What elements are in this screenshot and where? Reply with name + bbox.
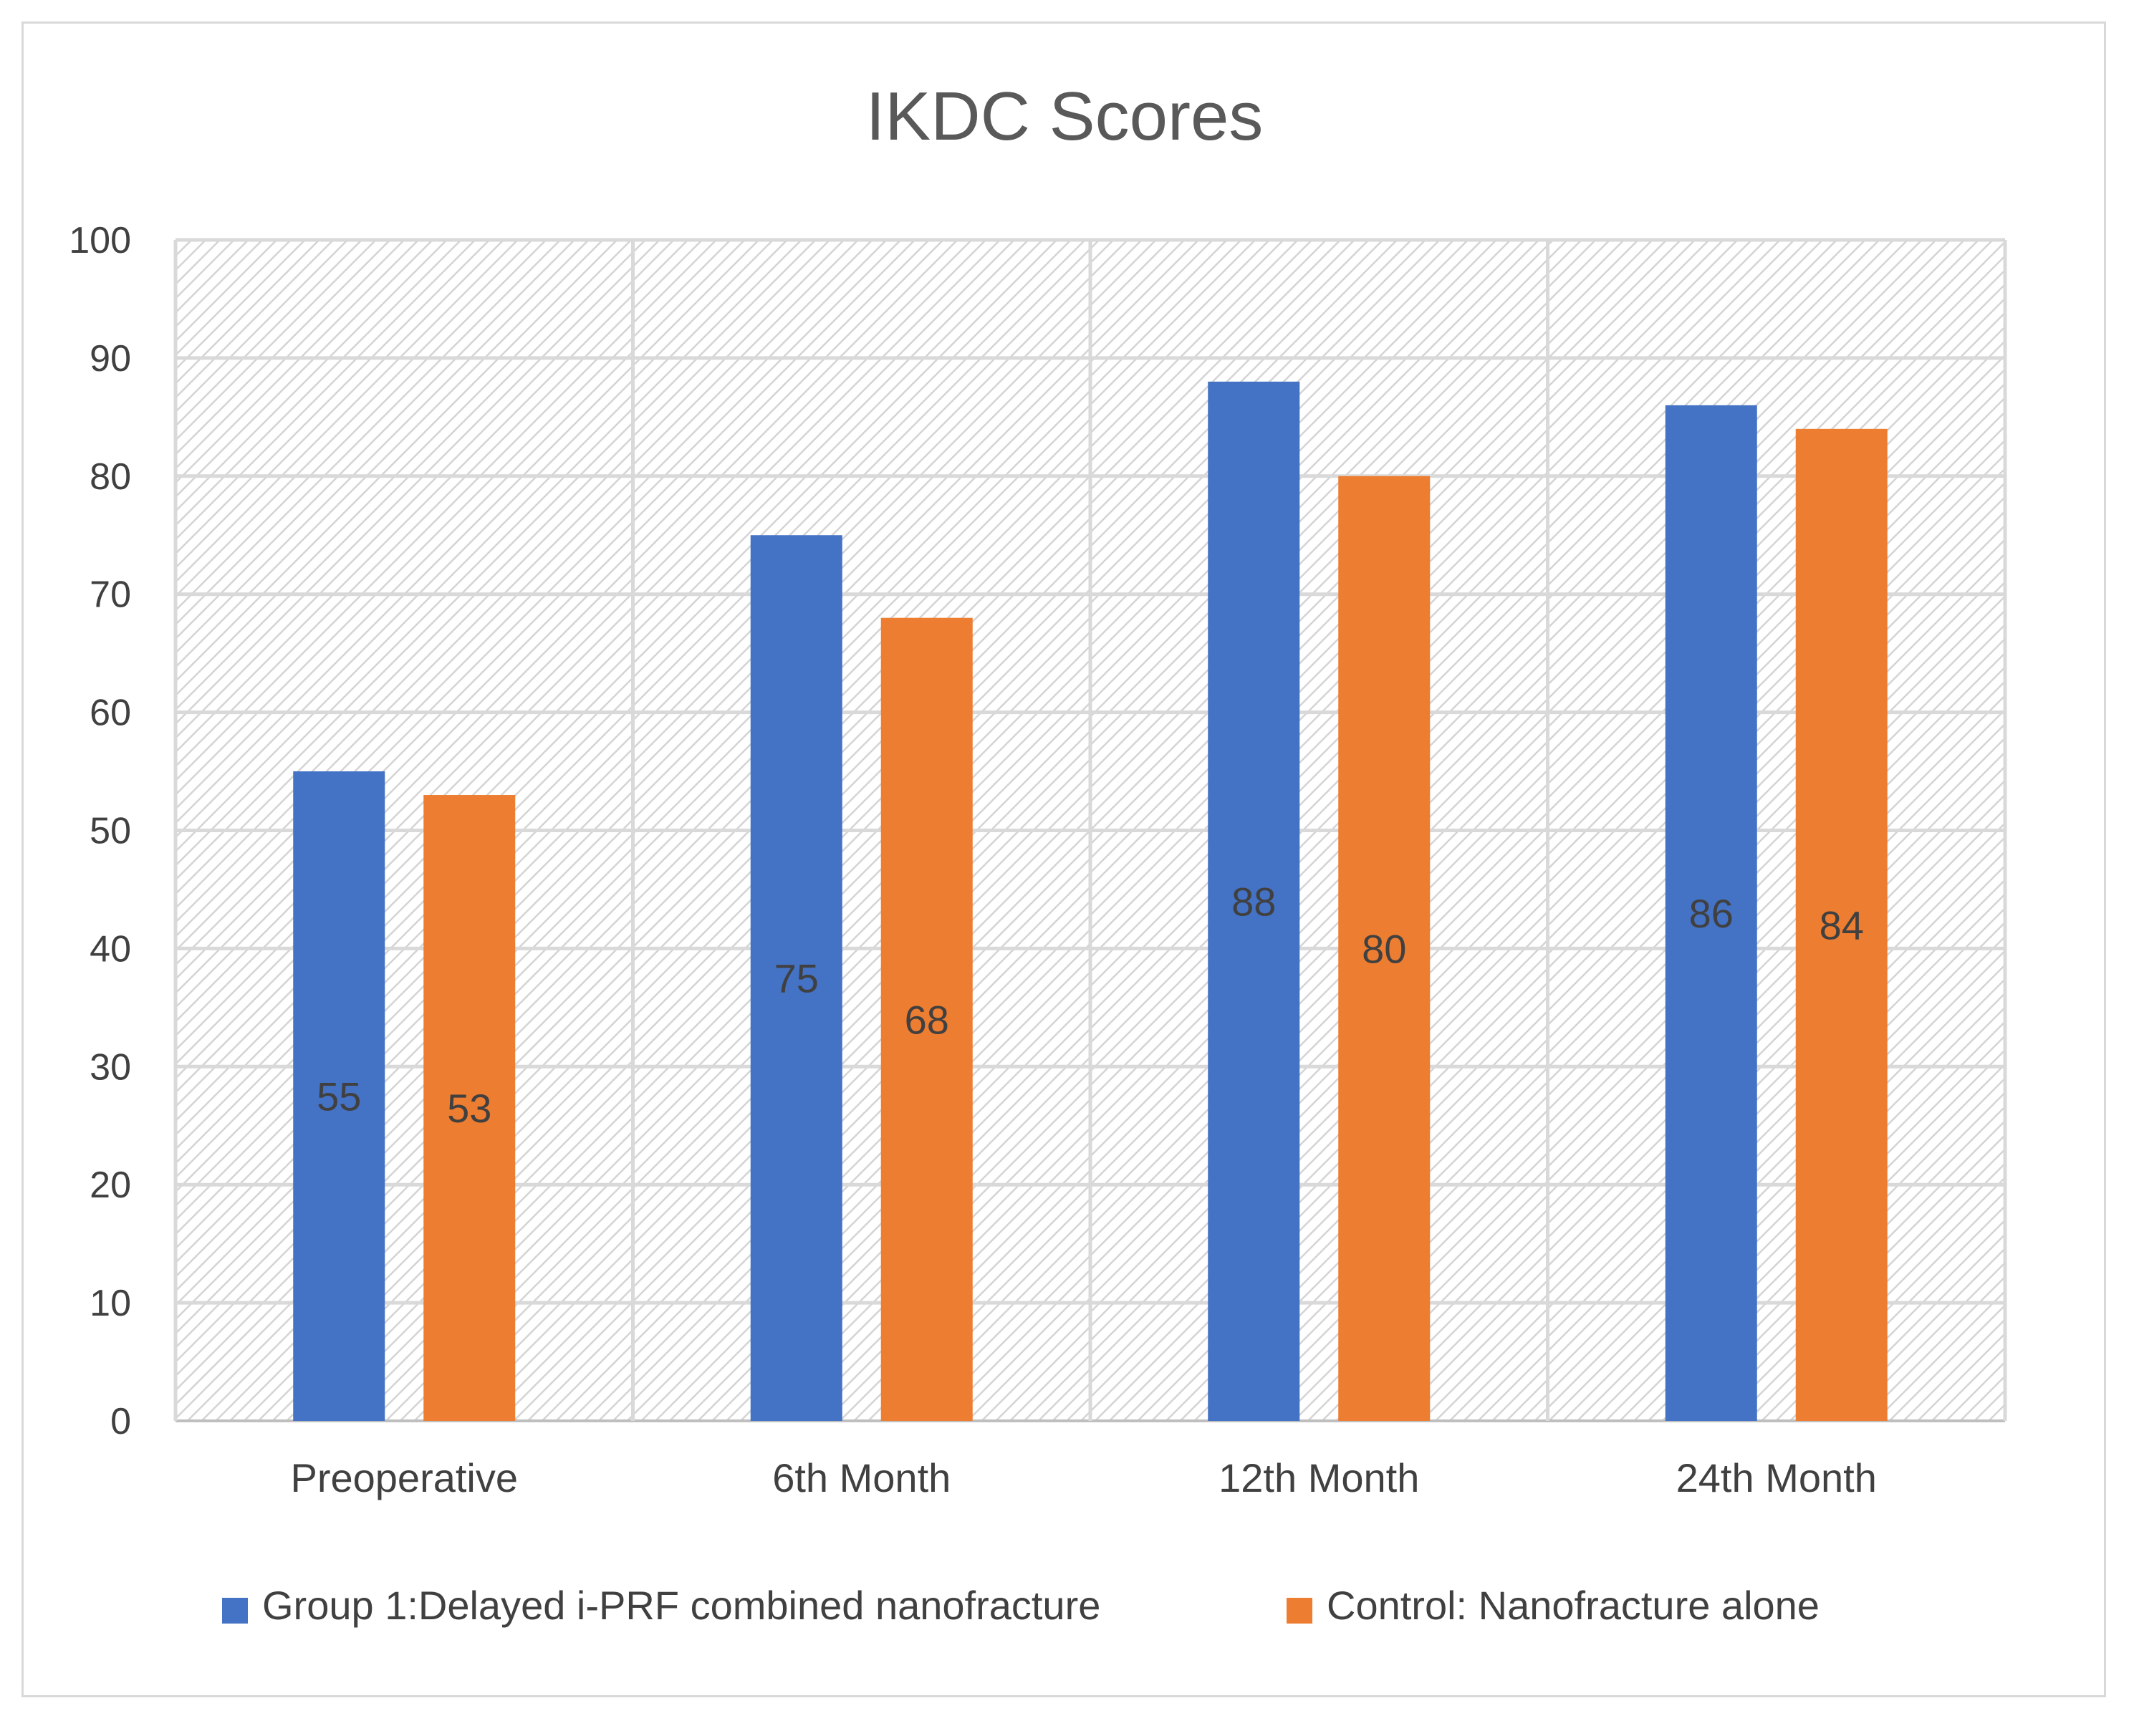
data-label: 80 — [1362, 926, 1406, 971]
bar — [750, 535, 842, 1421]
data-label: 55 — [317, 1074, 361, 1119]
chart-frame: IKDC Scores 0 10 20 30 40 50 60 70 80 90 100 55 53 Pr… — [21, 21, 2106, 1697]
y-tick-label: 40 — [90, 928, 131, 970]
data-label: 68 — [905, 997, 949, 1042]
bar-chart: IKDC Scores 0 10 20 30 40 50 60 70 80 90 100 55 53 Pr… — [69, 78, 2007, 1628]
bar — [1795, 428, 1888, 1421]
x-tick-label: 24th Month — [1676, 1455, 1877, 1500]
bar — [1338, 476, 1431, 1421]
bar — [423, 795, 516, 1421]
x-tick-label: Preoperative — [290, 1455, 518, 1500]
legend-swatch — [1287, 1598, 1312, 1624]
y-tick-label: 0 — [110, 1401, 131, 1442]
y-tick-label: 30 — [90, 1046, 131, 1088]
bar — [1208, 381, 1300, 1421]
bar — [1665, 405, 1757, 1421]
legend-swatch — [222, 1598, 248, 1624]
y-tick-label: 80 — [90, 456, 131, 498]
data-label: 86 — [1689, 891, 1734, 936]
legend-label: Control: Nanofracture alone — [1327, 1583, 1820, 1628]
chart-title: IKDC Scores — [866, 78, 1264, 155]
y-tick-label: 70 — [90, 574, 131, 616]
data-label: 53 — [447, 1086, 491, 1131]
y-tick-label: 10 — [90, 1283, 131, 1324]
data-label: 75 — [774, 956, 819, 1001]
y-tick-label: 100 — [69, 220, 131, 261]
bar — [293, 771, 385, 1421]
y-tick-label: 20 — [90, 1164, 131, 1206]
y-tick-label: 50 — [90, 811, 131, 852]
x-tick-label: 12th Month — [1219, 1455, 1419, 1500]
y-tick-label: 60 — [90, 693, 131, 734]
x-tick-label: 6th Month — [772, 1455, 951, 1500]
y-tick-label: 90 — [90, 338, 131, 380]
data-label: 84 — [1820, 902, 1864, 947]
legend-label: Group 1:Delayed i-PRF combined nanofract… — [262, 1583, 1100, 1628]
data-label: 88 — [1231, 879, 1276, 924]
bar — [880, 617, 973, 1422]
